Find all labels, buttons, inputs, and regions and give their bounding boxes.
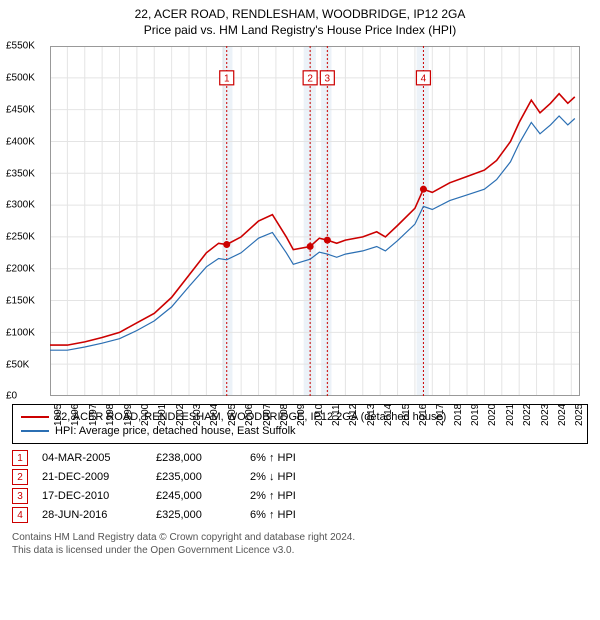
transaction-date: 17-DEC-2010 (42, 490, 142, 502)
y-tick-label: £250K (6, 232, 35, 243)
y-tick-label: £300K (6, 200, 35, 211)
x-tick-label: 1999 (123, 404, 134, 426)
x-tick-label: 2009 (296, 404, 307, 426)
x-tick-label: 1997 (88, 404, 99, 426)
x-tick-label: 2003 (192, 404, 203, 426)
x-tick-label: 2001 (157, 404, 168, 426)
y-tick-label: £450K (6, 105, 35, 116)
svg-text:2: 2 (307, 74, 313, 85)
y-tick-label: £0 (6, 391, 17, 402)
x-tick-label: 1996 (70, 404, 81, 426)
y-tick-label: £200K (6, 264, 35, 275)
x-tick-label: 2005 (227, 404, 238, 426)
chart-svg: 1 2 3 4 (50, 46, 580, 396)
x-tick-label: 2004 (209, 404, 220, 426)
x-tick-label: 1998 (105, 404, 116, 426)
x-tick-label: 2006 (244, 404, 255, 426)
x-tick-label: 2013 (366, 404, 377, 426)
x-tick-label: 2015 (401, 404, 412, 426)
y-tick-label: £500K (6, 73, 35, 84)
transaction-marker: 1 (12, 450, 28, 466)
transaction-price: £325,000 (156, 509, 236, 521)
transaction-row: 2 21-DEC-2009 £235,000 2% ↓ HPI (12, 469, 588, 485)
transaction-date: 21-DEC-2009 (42, 471, 142, 483)
transaction-pct: 2% ↓ HPI (250, 471, 340, 483)
transaction-marker: 4 (12, 507, 28, 523)
legend-item: HPI: Average price, detached house, East… (21, 425, 579, 437)
x-tick-label: 2016 (418, 404, 429, 426)
x-tick-label: 2025 (574, 404, 585, 426)
legend-swatch (21, 430, 49, 432)
transaction-pct: 6% ↑ HPI (250, 452, 340, 464)
x-tick-label: 2014 (383, 404, 394, 426)
transaction-date: 04-MAR-2005 (42, 452, 142, 464)
transaction-marker: 3 (12, 488, 28, 504)
x-tick-label: 2017 (435, 404, 446, 426)
y-tick-label: £100K (6, 327, 35, 338)
x-tick-label: 2022 (522, 404, 533, 426)
x-tick-label: 2002 (175, 404, 186, 426)
footer-line-2: This data is licensed under the Open Gov… (12, 544, 588, 557)
title-line-1: 22, ACER ROAD, RENDLESHAM, WOODBRIDGE, I… (0, 6, 600, 22)
y-tick-label: £50K (6, 359, 29, 370)
x-tick-label: 2019 (470, 404, 481, 426)
y-tick-label: £400K (6, 136, 35, 147)
transaction-pct: 6% ↑ HPI (250, 509, 340, 521)
svg-text:3: 3 (325, 74, 331, 85)
legend-swatch (21, 416, 49, 418)
transaction-row: 4 28-JUN-2016 £325,000 6% ↑ HPI (12, 507, 588, 523)
legend-label: HPI: Average price, detached house, East… (55, 425, 296, 437)
transaction-price: £245,000 (156, 490, 236, 502)
transaction-date: 28-JUN-2016 (42, 509, 142, 521)
y-tick-label: £550K (6, 41, 35, 52)
x-tick-label: 2021 (505, 404, 516, 426)
x-tick-label: 2008 (279, 404, 290, 426)
y-tick-label: £150K (6, 295, 35, 306)
transaction-price: £238,000 (156, 452, 236, 464)
x-tick-label: 2010 (314, 404, 325, 426)
transactions-table: 1 04-MAR-2005 £238,000 6% ↑ HPI 2 21-DEC-2009… (12, 450, 588, 523)
x-tick-label: 1995 (53, 404, 64, 426)
title-line-2: Price paid vs. HM Land Registry's House … (0, 22, 600, 38)
transaction-pct: 2% ↑ HPI (250, 490, 340, 502)
x-tick-label: 2024 (557, 404, 568, 426)
svg-text:4: 4 (421, 74, 427, 85)
x-tick-label: 2011 (331, 405, 342, 427)
footer-line-1: Contains HM Land Registry data © Crown c… (12, 531, 588, 544)
footer: Contains HM Land Registry data © Crown c… (12, 531, 588, 557)
transaction-row: 1 04-MAR-2005 £238,000 6% ↑ HPI (12, 450, 588, 466)
chart-area: 1234 £0£50K£100K£150K£200K£250K£300K£350… (50, 46, 580, 396)
transaction-row: 3 17-DEC-2010 £245,000 2% ↑ HPI (12, 488, 588, 504)
x-tick-label: 2023 (540, 404, 551, 426)
x-tick-label: 2020 (487, 404, 498, 426)
transaction-marker: 2 (12, 469, 28, 485)
x-tick-label: 2007 (262, 404, 273, 426)
x-tick-label: 2012 (348, 404, 359, 426)
x-tick-label: 2018 (453, 404, 464, 426)
svg-text:1: 1 (224, 74, 230, 85)
transaction-price: £235,000 (156, 471, 236, 483)
y-tick-label: £350K (6, 168, 35, 179)
chart-titles: 22, ACER ROAD, RENDLESHAM, WOODBRIDGE, I… (0, 0, 600, 38)
x-tick-label: 2000 (140, 404, 151, 426)
